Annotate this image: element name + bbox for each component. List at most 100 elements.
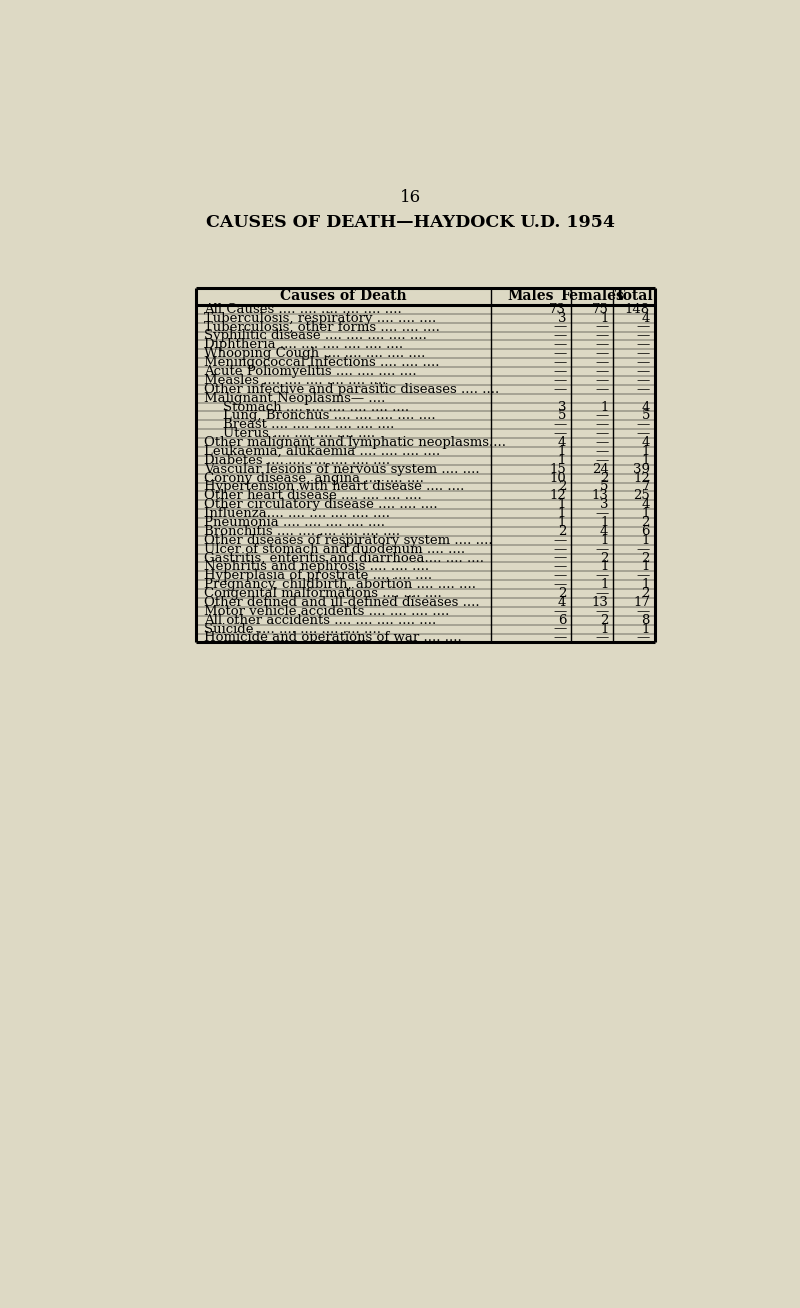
- Text: 1: 1: [642, 578, 650, 591]
- Text: Diphtheria .... .... .... .... .... ....: Diphtheria .... .... .... .... .... ....: [204, 339, 403, 352]
- Text: 7: 7: [642, 480, 650, 493]
- Text: 2: 2: [642, 587, 650, 600]
- Text: 148: 148: [625, 303, 650, 315]
- Text: —: —: [637, 569, 650, 582]
- Text: Acute Poliomyelitis .... .... .... ....: Acute Poliomyelitis .... .... .... ....: [204, 365, 417, 378]
- Text: 24: 24: [592, 463, 608, 476]
- Text: —: —: [595, 339, 608, 352]
- Text: —: —: [637, 543, 650, 556]
- Text: —: —: [637, 604, 650, 617]
- Text: —: —: [553, 419, 566, 432]
- Text: 4: 4: [642, 400, 650, 413]
- Text: All Causes .... .... .... .... .... ....: All Causes .... .... .... .... .... ....: [204, 303, 402, 315]
- Text: 1: 1: [642, 508, 650, 521]
- Text: Nephritis and nephrosis .... .... ....: Nephritis and nephrosis .... .... ....: [204, 560, 430, 573]
- Text: —: —: [595, 383, 608, 396]
- Text: Causes of Death: Causes of Death: [280, 289, 406, 303]
- Text: —: —: [553, 356, 566, 369]
- Text: —: —: [553, 428, 566, 441]
- Text: 3: 3: [558, 400, 566, 413]
- Text: 8: 8: [642, 613, 650, 627]
- Text: —: —: [553, 560, 566, 573]
- Text: —: —: [637, 365, 650, 378]
- Text: Motor vehicle accidents .... .... .... ....: Motor vehicle accidents .... .... .... .…: [204, 604, 450, 617]
- Text: —: —: [553, 347, 566, 360]
- Text: —: —: [595, 356, 608, 369]
- Text: 1: 1: [642, 534, 650, 547]
- Text: 16: 16: [399, 188, 421, 205]
- Text: Diabetes .... .... .... .... .... ....: Diabetes .... .... .... .... .... ....: [204, 454, 390, 467]
- Text: 4: 4: [642, 436, 650, 449]
- Text: 4: 4: [558, 436, 566, 449]
- Text: —: —: [595, 320, 608, 334]
- Text: 1: 1: [642, 454, 650, 467]
- Text: Tuberculosis, respiratory .... .... ....: Tuberculosis, respiratory .... .... ....: [204, 311, 437, 324]
- Text: 1: 1: [642, 560, 650, 573]
- Text: —: —: [637, 632, 650, 645]
- Text: Gastritis, enteritis and diarrhoea.... .... ....: Gastritis, enteritis and diarrhoea.... .…: [204, 552, 484, 565]
- Text: Homicide and operations of war .... ....: Homicide and operations of war .... ....: [204, 632, 462, 645]
- Text: 5: 5: [642, 409, 650, 422]
- Text: —: —: [553, 383, 566, 396]
- Text: 4: 4: [558, 596, 566, 610]
- Text: —: —: [595, 428, 608, 441]
- Text: 1: 1: [600, 623, 608, 636]
- Text: —: —: [595, 365, 608, 378]
- Text: —: —: [637, 356, 650, 369]
- Text: 3: 3: [600, 498, 608, 511]
- Text: 5: 5: [558, 409, 566, 422]
- Text: —: —: [553, 543, 566, 556]
- Text: Syphilitic disease .... .... .... .... ....: Syphilitic disease .... .... .... .... .…: [204, 330, 427, 343]
- Text: 1: 1: [600, 311, 608, 324]
- Text: 1: 1: [558, 454, 566, 467]
- Text: Vascular lesions of nervous system .... ....: Vascular lesions of nervous system .... …: [204, 463, 480, 476]
- Text: —: —: [595, 436, 608, 449]
- Text: 1: 1: [600, 578, 608, 591]
- Text: 4: 4: [642, 311, 650, 324]
- Text: —: —: [553, 320, 566, 334]
- Text: Other heart disease .... .... .... ....: Other heart disease .... .... .... ....: [204, 489, 422, 502]
- Text: Tuberculosis, other forms .... .... ....: Tuberculosis, other forms .... .... ....: [204, 320, 440, 334]
- Text: —: —: [637, 339, 650, 352]
- Text: —: —: [595, 632, 608, 645]
- Text: 5: 5: [600, 480, 608, 493]
- Text: —: —: [595, 508, 608, 521]
- Text: 39: 39: [633, 463, 650, 476]
- Text: Influenza.... .... .... .... .... ....: Influenza.... .... .... .... .... ....: [204, 508, 390, 521]
- Text: Males: Males: [508, 289, 554, 303]
- Text: CAUSES OF DEATH—HAYDOCK U.D. 1954: CAUSES OF DEATH—HAYDOCK U.D. 1954: [206, 215, 614, 232]
- Text: Breast .... .... .... .... .... ....: Breast .... .... .... .... .... ....: [222, 419, 394, 432]
- Text: Corony disease, angina .... .... ....: Corony disease, angina .... .... ....: [204, 472, 424, 484]
- Text: 2: 2: [642, 552, 650, 565]
- Text: 25: 25: [633, 489, 650, 502]
- Text: 2: 2: [558, 587, 566, 600]
- Text: Ulcer of stomach and duodenum .... ....: Ulcer of stomach and duodenum .... ....: [204, 543, 466, 556]
- Text: —: —: [595, 419, 608, 432]
- Text: Pregnancy, childbirth, abortion .... .... ....: Pregnancy, childbirth, abortion .... ...…: [204, 578, 476, 591]
- Text: 2: 2: [600, 552, 608, 565]
- Text: —: —: [553, 623, 566, 636]
- Text: 10: 10: [550, 472, 566, 484]
- Text: —: —: [637, 347, 650, 360]
- Text: 4: 4: [642, 498, 650, 511]
- Text: 1: 1: [642, 623, 650, 636]
- Text: All other accidents .... .... .... .... ....: All other accidents .... .... .... .... …: [204, 613, 437, 627]
- Text: —: —: [595, 445, 608, 458]
- Text: Suicide .... .... .... .... .... ....: Suicide .... .... .... .... .... ....: [204, 623, 381, 636]
- Text: 1: 1: [558, 445, 566, 458]
- Text: —: —: [553, 330, 566, 343]
- Text: —: —: [637, 330, 650, 343]
- Text: —: —: [553, 552, 566, 565]
- Text: Females: Females: [560, 289, 624, 303]
- Text: 17: 17: [633, 596, 650, 610]
- Text: 2: 2: [642, 517, 650, 528]
- Text: —: —: [637, 320, 650, 334]
- Text: 12: 12: [550, 489, 566, 502]
- Text: 6: 6: [558, 613, 566, 627]
- Text: —: —: [595, 454, 608, 467]
- Text: —: —: [637, 383, 650, 396]
- Text: —: —: [595, 543, 608, 556]
- Text: Congenital malformations .... .... ....: Congenital malformations .... .... ....: [204, 587, 442, 600]
- Text: —: —: [553, 569, 566, 582]
- Text: —: —: [595, 569, 608, 582]
